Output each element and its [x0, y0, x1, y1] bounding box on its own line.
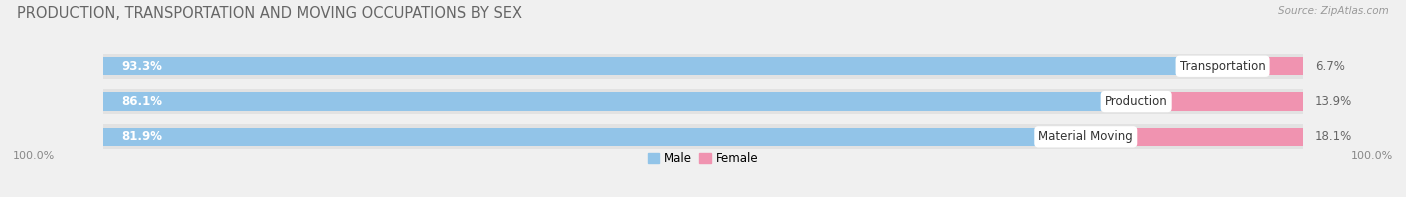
Bar [103, 92, 1136, 111]
Text: 100.0%: 100.0% [13, 151, 55, 161]
Legend: Male, Female: Male, Female [643, 147, 763, 170]
Bar [103, 89, 1303, 114]
Text: Material Moving: Material Moving [1039, 130, 1133, 143]
Text: 86.1%: 86.1% [121, 95, 162, 108]
Bar [103, 54, 1303, 79]
Bar [1136, 92, 1303, 111]
Text: Production: Production [1105, 95, 1167, 108]
Bar [103, 128, 1085, 146]
Text: Source: ZipAtlas.com: Source: ZipAtlas.com [1278, 6, 1389, 16]
Bar [1085, 128, 1303, 146]
Text: 13.9%: 13.9% [1315, 95, 1353, 108]
Bar [103, 125, 1303, 149]
Text: Transportation: Transportation [1180, 60, 1265, 73]
Text: 93.3%: 93.3% [121, 60, 162, 73]
Text: 6.7%: 6.7% [1315, 60, 1346, 73]
Text: 81.9%: 81.9% [121, 130, 162, 143]
Bar [1223, 57, 1303, 75]
Text: PRODUCTION, TRANSPORTATION AND MOVING OCCUPATIONS BY SEX: PRODUCTION, TRANSPORTATION AND MOVING OC… [17, 6, 522, 21]
Text: 18.1%: 18.1% [1315, 130, 1353, 143]
Bar [103, 57, 1223, 75]
Text: 100.0%: 100.0% [1351, 151, 1393, 161]
